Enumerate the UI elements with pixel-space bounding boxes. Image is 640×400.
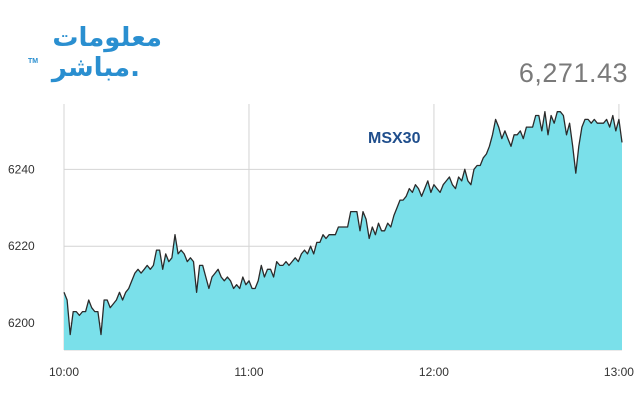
y-tick-label: 6240 (8, 162, 35, 176)
x-tick-label: 11:00 (234, 365, 263, 379)
brand-logo: معلومات مباشر. TM (22, 23, 163, 90)
y-tick-label: 6220 (8, 239, 35, 253)
series-label: MSX30 (368, 130, 421, 147)
logo-line-1: معلومات (52, 23, 163, 53)
axis-layer: 6200 6220 6240 10:00 11:00 12:00 13:00 (8, 162, 634, 379)
area-layer (63, 111, 623, 350)
x-tick-label: 10:00 (49, 365, 79, 379)
x-tick-label: 13:00 (604, 365, 634, 379)
x-tick-label: 12:00 (419, 365, 449, 379)
series-line (63, 111, 623, 336)
logo-line-2: مباشر. (51, 53, 141, 83)
logo-trademark: TM (28, 58, 39, 65)
y-tick-label: 6200 (8, 316, 35, 330)
last-index-value: 6,271.43 (518, 58, 628, 88)
series-area-fill (64, 111, 622, 350)
